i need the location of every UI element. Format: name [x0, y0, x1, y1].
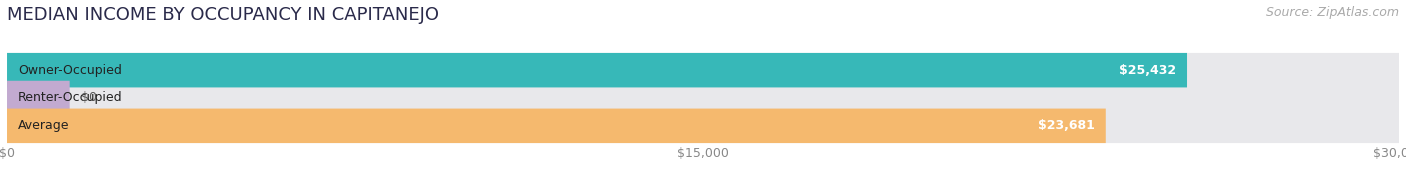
- Text: Owner-Occupied: Owner-Occupied: [18, 64, 122, 77]
- Text: $23,681: $23,681: [1038, 119, 1095, 132]
- Text: Average: Average: [18, 119, 70, 132]
- FancyBboxPatch shape: [7, 81, 70, 115]
- FancyBboxPatch shape: [7, 109, 1105, 143]
- FancyBboxPatch shape: [7, 109, 1399, 143]
- FancyBboxPatch shape: [7, 53, 1399, 87]
- FancyBboxPatch shape: [7, 53, 1187, 87]
- FancyBboxPatch shape: [7, 81, 1399, 115]
- Text: Renter-Occupied: Renter-Occupied: [18, 92, 122, 104]
- Text: Source: ZipAtlas.com: Source: ZipAtlas.com: [1265, 6, 1399, 19]
- Text: $25,432: $25,432: [1119, 64, 1175, 77]
- Text: MEDIAN INCOME BY OCCUPANCY IN CAPITANEJO: MEDIAN INCOME BY OCCUPANCY IN CAPITANEJO: [7, 6, 439, 24]
- Text: $0: $0: [80, 92, 97, 104]
